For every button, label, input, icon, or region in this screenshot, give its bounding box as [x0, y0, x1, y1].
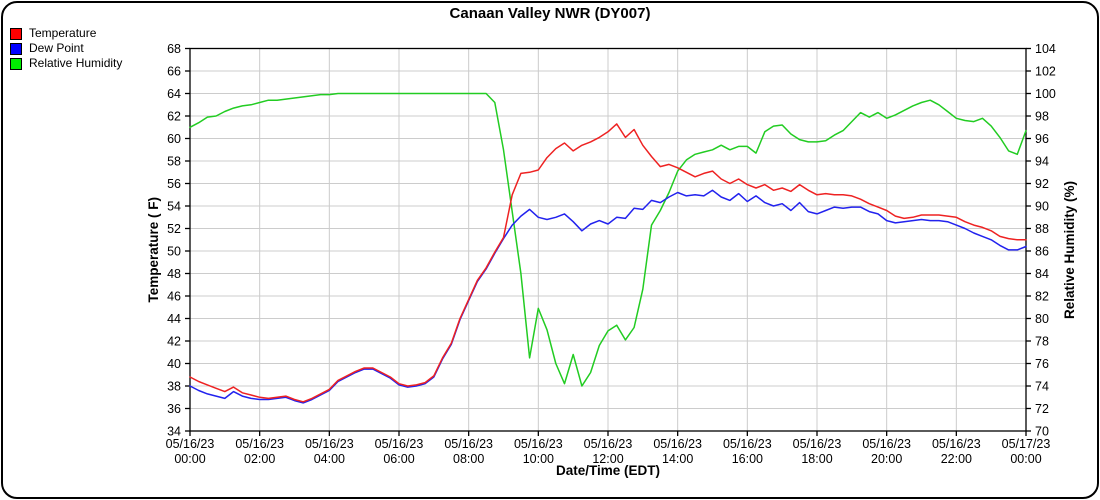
temperature-swatch-icon — [10, 27, 22, 40]
svg-text:44: 44 — [167, 312, 181, 326]
svg-text:14:00: 14:00 — [662, 452, 693, 466]
dew-point-swatch-icon — [10, 42, 22, 55]
svg-text:42: 42 — [167, 335, 181, 349]
svg-text:88: 88 — [1035, 222, 1049, 236]
svg-text:22:00: 22:00 — [941, 452, 972, 466]
svg-text:92: 92 — [1035, 177, 1049, 191]
svg-text:60: 60 — [167, 132, 181, 146]
svg-text:05/16/23: 05/16/23 — [375, 437, 424, 451]
svg-text:84: 84 — [1035, 267, 1049, 281]
svg-text:36: 36 — [167, 402, 181, 416]
svg-text:05/16/23: 05/16/23 — [793, 437, 842, 451]
legend-item-temperature: Temperature — [10, 26, 122, 41]
svg-text:40: 40 — [167, 357, 181, 371]
svg-text:98: 98 — [1035, 110, 1049, 124]
svg-text:64: 64 — [167, 87, 181, 101]
temperature-line — [189, 123, 1027, 403]
svg-text:18:00: 18:00 — [801, 452, 832, 466]
svg-text:52: 52 — [167, 222, 181, 236]
legend-item-relative-humidity: Relative Humidity — [10, 56, 122, 71]
svg-text:100: 100 — [1035, 87, 1056, 101]
svg-text:05/16/23: 05/16/23 — [932, 437, 981, 451]
svg-text:05/16/23: 05/16/23 — [862, 437, 911, 451]
svg-text:38: 38 — [167, 380, 181, 394]
legend-item-dew-point: Dew Point — [10, 41, 122, 56]
svg-text:50: 50 — [167, 245, 181, 259]
svg-text:58: 58 — [167, 155, 181, 169]
svg-text:66: 66 — [167, 65, 181, 79]
svg-text:78: 78 — [1035, 335, 1049, 349]
svg-text:62: 62 — [167, 110, 181, 124]
svg-text:94: 94 — [1035, 155, 1049, 169]
x-axis-title: Date/Time (EDT) — [555, 463, 661, 478]
relative-humidity-line — [189, 92, 1027, 387]
svg-text:05/16/23: 05/16/23 — [235, 437, 284, 451]
legend-label-dew-point: Dew Point — [29, 41, 84, 55]
svg-text:54: 54 — [167, 200, 181, 214]
svg-text:12:00: 12:00 — [592, 452, 623, 466]
legend-label-temperature: Temperature — [29, 26, 97, 40]
svg-text:76: 76 — [1035, 357, 1049, 371]
svg-text:05/16/23: 05/16/23 — [653, 437, 702, 451]
svg-text:104: 104 — [1035, 42, 1056, 56]
svg-text:74: 74 — [1035, 380, 1049, 394]
svg-text:96: 96 — [1035, 132, 1049, 146]
svg-text:82: 82 — [1035, 290, 1049, 304]
dew-point-line — [189, 189, 1027, 404]
svg-text:56: 56 — [167, 177, 181, 191]
svg-text:05/16/23: 05/16/23 — [584, 437, 633, 451]
svg-text:05/16/23: 05/16/23 — [723, 437, 772, 451]
svg-text:10:00: 10:00 — [523, 452, 554, 466]
svg-text:72: 72 — [1035, 402, 1049, 416]
svg-text:90: 90 — [1035, 200, 1049, 214]
svg-text:48: 48 — [167, 267, 181, 281]
svg-text:00:00: 00:00 — [174, 452, 205, 466]
svg-text:86: 86 — [1035, 245, 1049, 259]
svg-text:05/16/23: 05/16/23 — [514, 437, 563, 451]
svg-text:00:00: 00:00 — [1010, 452, 1041, 466]
svg-text:46: 46 — [167, 290, 181, 304]
page-title: Canaan Valley NWR (DY007) — [449, 5, 651, 22]
svg-text:16:00: 16:00 — [732, 452, 763, 466]
legend: Temperature Dew Point Relative Humidity — [10, 26, 122, 71]
svg-text:05/16/23: 05/16/23 — [444, 437, 493, 451]
svg-text:05/17/23: 05/17/23 — [1002, 437, 1051, 451]
svg-text:05/16/23: 05/16/23 — [166, 437, 215, 451]
svg-text:06:00: 06:00 — [383, 452, 414, 466]
svg-text:34: 34 — [167, 425, 181, 439]
svg-text:08:00: 08:00 — [453, 452, 484, 466]
svg-text:05/16/23: 05/16/23 — [305, 437, 354, 451]
svg-text:04:00: 04:00 — [314, 452, 345, 466]
svg-text:20:00: 20:00 — [871, 452, 902, 466]
svg-text:102: 102 — [1035, 65, 1056, 79]
svg-text:80: 80 — [1035, 312, 1049, 326]
relative-humidity-swatch-icon — [10, 57, 22, 70]
svg-text:02:00: 02:00 — [244, 452, 275, 466]
svg-text:70: 70 — [1035, 425, 1049, 439]
svg-text:68: 68 — [167, 42, 181, 56]
legend-label-relative-humidity: Relative Humidity — [29, 56, 123, 70]
